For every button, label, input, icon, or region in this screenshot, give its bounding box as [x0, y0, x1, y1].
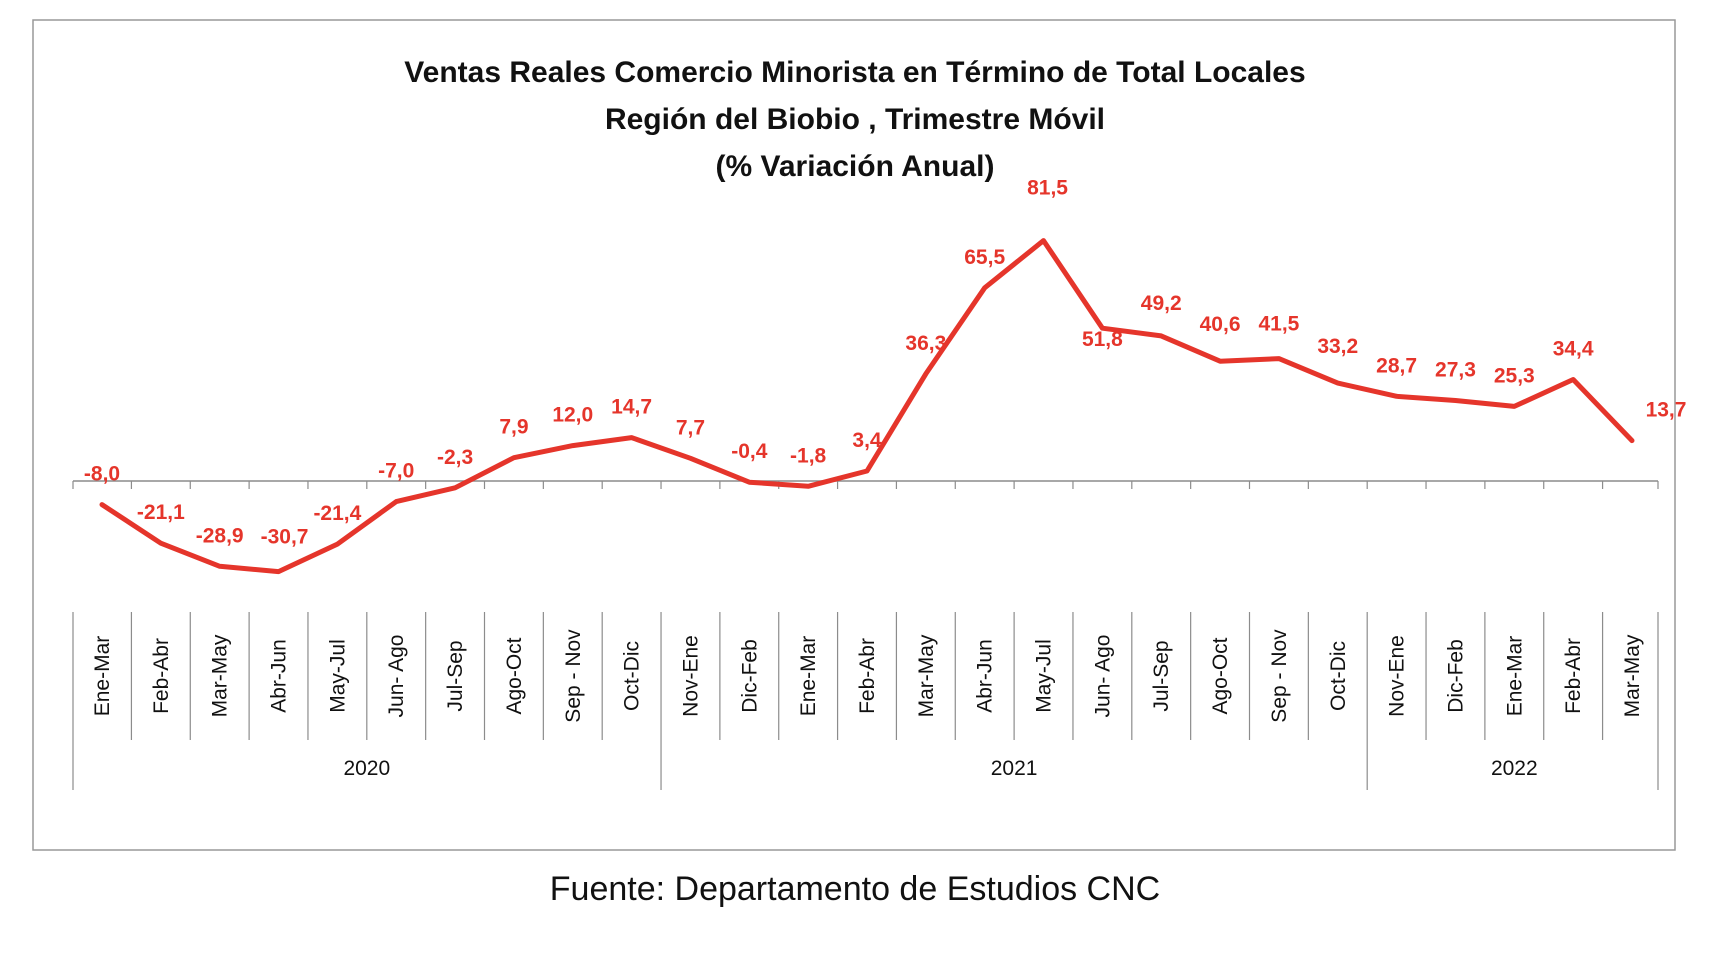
series-line-group [99, 238, 1635, 575]
data-label: 27,3 [1435, 358, 1476, 381]
data-point [806, 484, 811, 489]
category-label: Ago-Oct [1209, 637, 1232, 714]
category-label: Jun- Ago [385, 635, 408, 718]
data-label: -28,9 [196, 524, 244, 547]
year-label: 2020 [343, 757, 390, 780]
data-point [217, 564, 222, 569]
data-point [1630, 438, 1634, 443]
category-label: Ene-Mar [91, 636, 114, 717]
category-label: Dic-Feb [738, 639, 761, 713]
data-label: 41,5 [1258, 313, 1299, 336]
data-point [923, 371, 928, 376]
data-label: 33,2 [1317, 335, 1358, 358]
data-point [570, 443, 575, 448]
chart-border [32, 19, 1676, 851]
category-label: Sep - Nov [1268, 629, 1291, 723]
data-point [865, 468, 869, 473]
data-label: 7,9 [499, 416, 528, 439]
category-label: Abr-Jun [268, 639, 291, 713]
data-label: -30,7 [261, 526, 309, 549]
category-axis: Ene-Mar Feb-Abr Mar-May Abr-Jun May-Jul Jun- … [72, 612, 1659, 790]
data-point [1100, 326, 1105, 331]
category-label: Feb-Abr [1562, 638, 1585, 714]
category-label: Ago-Oct [503, 637, 526, 714]
data-label: -1,8 [790, 444, 827, 467]
data-point [1276, 356, 1281, 361]
category-label: Dic-Feb [1445, 639, 1468, 713]
data-label: 12,0 [552, 404, 593, 427]
data-label: -2,3 [437, 446, 473, 469]
category-label: Mar-May [1621, 634, 1644, 717]
data-point [276, 569, 281, 574]
data-point [688, 456, 693, 461]
category-label: Ene-Mar [1503, 636, 1526, 717]
data-point [100, 502, 104, 507]
category-label: Sep - Nov [562, 629, 585, 723]
data-label: -0,4 [731, 440, 768, 463]
category-label: Oct-Dic [1327, 641, 1350, 711]
year-label: 2022 [1491, 757, 1538, 780]
chart-subtitle-units: (% Variación Anual) [716, 150, 995, 183]
category-label: Jul-Sep [1150, 640, 1173, 711]
source-note: Fuente: Departamento de Estudios CNC [550, 870, 1160, 908]
data-label: -21,4 [313, 502, 361, 525]
data-label: 3,4 [852, 429, 882, 452]
category-label: Feb-Abr [150, 638, 173, 714]
data-point [982, 285, 987, 290]
category-label: Mar-May [915, 634, 938, 717]
data-point [747, 480, 752, 485]
data-label: -21,1 [137, 501, 185, 524]
data-point [394, 499, 399, 504]
data-point [158, 541, 163, 546]
data-label: 14,7 [611, 396, 652, 419]
data-label: -8,0 [84, 463, 120, 486]
data-label: 51,8 [1082, 328, 1123, 351]
category-label: Nov-Ene [680, 635, 703, 717]
data-point [1453, 398, 1458, 403]
category-label: Nov-Ene [1386, 635, 1409, 717]
data-point [1218, 359, 1223, 364]
category-label: Oct-Dic [621, 641, 644, 711]
data-label: -7,0 [378, 460, 414, 483]
year-label: 2021 [991, 757, 1038, 780]
data-label: 28,7 [1376, 354, 1417, 377]
data-label: 49,2 [1141, 292, 1182, 315]
data-point [511, 455, 516, 460]
data-point [1394, 394, 1399, 399]
data-point [335, 542, 340, 547]
category-label: Jun- Ago [1091, 635, 1114, 718]
data-label: 65,5 [964, 246, 1005, 269]
data-label: 81,5 [1027, 177, 1068, 200]
category-label: May-Jul [1033, 639, 1056, 713]
data-label: 13,7 [1646, 399, 1687, 422]
data-point [1159, 333, 1164, 338]
data-label: 34,4 [1553, 338, 1594, 361]
chart-subtitle: Región del Biobio , Trimestre Móvil [605, 103, 1105, 136]
category-label: Ene-Mar [797, 636, 820, 717]
category-label: Feb-Abr [856, 638, 879, 714]
data-point [629, 435, 634, 440]
x-axis [72, 480, 1659, 489]
category-label: Jul-Sep [444, 640, 467, 711]
category-label: Mar-May [209, 634, 232, 717]
category-label: Abr-Jun [974, 639, 997, 713]
data-point [1041, 238, 1046, 243]
data-point [1335, 381, 1340, 386]
data-label: 7,7 [676, 416, 705, 439]
data-point [1571, 377, 1576, 382]
chart-title: Ventas Reales Comercio Minorista en Térm… [404, 56, 1305, 89]
data-point [453, 485, 458, 490]
data-label: 36,3 [905, 332, 946, 355]
data-labels: -8,0 -21,1 -28,9 -30,7-21,4 -7,0 -2,3 7,9 12,0 1… [84, 177, 1687, 549]
category-label: May-Jul [326, 639, 349, 713]
data-label: 25,3 [1494, 364, 1535, 387]
data-point [1512, 404, 1517, 409]
data-label: 40,6 [1200, 313, 1241, 336]
